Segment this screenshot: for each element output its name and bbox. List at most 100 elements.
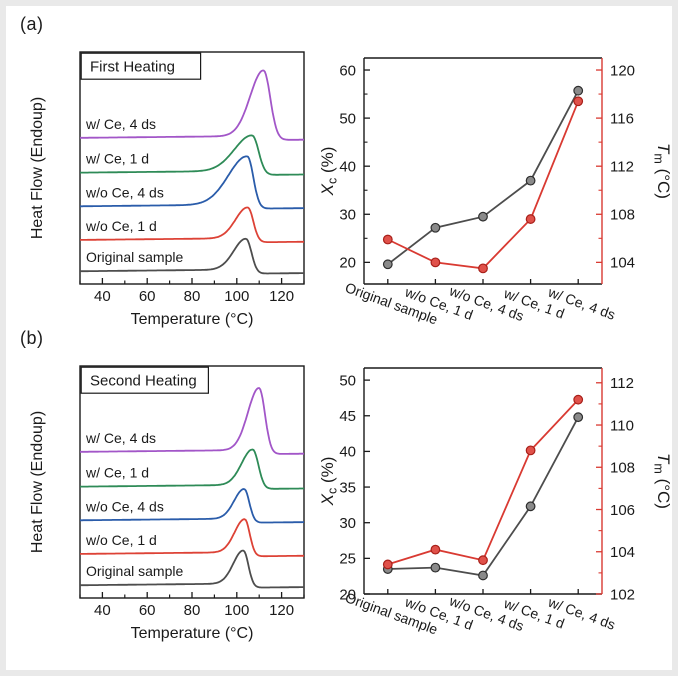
chart-title: First Heating <box>90 59 175 76</box>
data-point-left <box>525 175 536 186</box>
svg-text:Xc (%): Xc (%) <box>318 457 340 507</box>
right-tick-label: 108 <box>610 460 635 477</box>
left-tick-label: 50 <box>339 110 356 127</box>
dsc-curve-original-sample <box>80 237 304 275</box>
left-tick-label: 50 <box>339 372 356 389</box>
data-point-right <box>478 263 488 274</box>
dsc-curve-w-ce-4-ds <box>80 69 304 141</box>
left-tick-label: 30 <box>339 515 356 532</box>
xc_tm_second_heating: 20253035404550102104106108110112Original… <box>318 367 674 638</box>
data-point-right <box>525 214 536 224</box>
x-tick-label: 40 <box>94 602 111 619</box>
data-point-left <box>430 222 441 233</box>
data-point-left <box>382 259 393 270</box>
x-tick-label: 40 <box>94 288 111 305</box>
right-tick-label: 110 <box>610 417 634 434</box>
panel-a-label: (a) <box>20 14 44 34</box>
curve-label: w/ Ce, 1 d <box>85 465 149 481</box>
axis-title: Tm (°C) <box>652 453 674 509</box>
y-axis-title: Heat Flow (Endoup) <box>29 97 46 239</box>
right-tick-label: 112 <box>610 375 634 392</box>
left-tick-label: 35 <box>339 479 356 496</box>
curve-label: w/ Ce, 1 d <box>85 151 149 167</box>
curve-label: w/ Ce, 4 ds <box>85 116 156 132</box>
x-tick-label: 100 <box>224 602 249 619</box>
curve-label: w/o Ce, 4 ds <box>85 498 164 514</box>
dsc-chart-first-heating: 40 60 80 100 120 Temperature (°C) Heat Flow (E… <box>26 18 330 341</box>
dsc-curve-w-ce-4-ds <box>80 387 304 455</box>
data-point-right <box>573 394 584 405</box>
data-point-right <box>382 234 393 245</box>
dsc-curve-original-sample <box>80 549 304 589</box>
x-tick-label: 60 <box>139 602 156 619</box>
data-point-right <box>525 445 536 456</box>
svg-text:Xc (%): Xc (%) <box>318 147 340 197</box>
crystallinity-melting-chart-second-heating: 20 25 30 35 40 45 50 102 104 106 108 110 112 Original… <box>318 332 676 671</box>
dsc-curve-w-ce-1-d <box>80 134 304 176</box>
right-tick-label: 104 <box>610 544 635 561</box>
data-point-left <box>573 85 584 96</box>
left-tick-label: 40 <box>339 444 356 461</box>
series-line-left <box>387 90 579 266</box>
dsc-curve-w-ce-1-d <box>80 448 304 490</box>
right-tick-label: 108 <box>610 207 635 224</box>
chart-title-box <box>80 366 209 394</box>
data-point-left <box>478 570 488 581</box>
left-tick-label: 25 <box>339 551 356 568</box>
axis-title: Tm (°C) <box>652 143 674 199</box>
dsc-curve-w-o-ce-1-d <box>80 518 304 558</box>
svg-text:Tm (°C): Tm (°C) <box>652 143 674 199</box>
dsc-curve-w-o-ce-4-ds <box>80 488 304 524</box>
curve-label: Original sample <box>86 563 183 579</box>
data-point-right <box>430 544 441 555</box>
chart-title-box <box>80 52 202 80</box>
left-tick-label: 30 <box>339 207 356 224</box>
dsc_second_heating: 40 60 80 100 120 Temperature (°C) Heat Flow (E… <box>29 365 305 642</box>
x-tick-label: 80 <box>184 602 201 619</box>
x-tick-label: 120 <box>269 288 294 305</box>
panel-b-label: (b) <box>20 328 44 348</box>
y-axis-title: Heat Flow (Endoup) <box>29 411 46 553</box>
left-tick-label: 20 <box>339 586 356 603</box>
left-tick-label: 45 <box>339 408 356 425</box>
data-point-left <box>573 412 584 423</box>
x-tick-label: 60 <box>139 288 156 305</box>
series-line-right <box>387 399 579 566</box>
curve-label: w/ Ce, 4 ds <box>85 430 156 446</box>
data-point-right <box>573 96 584 107</box>
left-tick-label: 40 <box>339 158 356 175</box>
data-point-left <box>430 562 441 573</box>
x-axis-title: Temperature (°C) <box>131 311 254 328</box>
curve-label: w/o Ce, 4 ds <box>85 184 164 200</box>
figure-page: (a) 40 60 80 100 120 Temperature (°C) Heat Flo… <box>6 6 673 670</box>
axis-title: Xc (%) <box>318 147 340 197</box>
curve-label: Original sample <box>86 249 183 265</box>
chart-title: Second Heating <box>90 373 197 390</box>
right-tick-label: 116 <box>610 110 634 127</box>
right-tick-label: 102 <box>610 586 635 603</box>
data-point-left <box>525 501 536 512</box>
series-line-left <box>387 416 579 577</box>
left-tick-label: 20 <box>339 255 356 272</box>
data-point-right <box>430 257 441 268</box>
dsc_first_heating: 40 60 80 100 120 Temperature (°C) Heat Flow (E… <box>29 51 305 328</box>
dsc-curve-w-o-ce-4-ds <box>80 155 304 210</box>
x-tick-label: 100 <box>224 288 249 305</box>
data-point-right <box>382 559 393 570</box>
data-point-left <box>478 211 488 222</box>
right-tick-label: 112 <box>610 158 634 175</box>
x-tick-label: 80 <box>184 288 201 305</box>
svg-text:Tm (°C): Tm (°C) <box>652 453 674 509</box>
right-tick-label: 106 <box>610 502 635 519</box>
x-axis-title: Temperature (°C) <box>131 625 254 642</box>
crystallinity-melting-chart-first-heating: 20 30 40 50 60 104 108 112 116 120 Original sample… <box>318 22 676 361</box>
axis-title: Xc (%) <box>318 457 340 507</box>
curve-label: w/o Ce, 1 d <box>85 532 157 548</box>
right-tick-label: 120 <box>610 62 635 79</box>
dsc-chart-second-heating: 40 60 80 100 120 Temperature (°C) Heat Flow (E… <box>26 332 330 655</box>
svg-text:Heat Flow (Endoup): Heat Flow (Endoup) <box>29 411 46 553</box>
curve-label: w/o Ce, 1 d <box>85 218 157 234</box>
svg-text:Heat Flow (Endoup): Heat Flow (Endoup) <box>29 97 46 239</box>
dsc-curve-w-o-ce-1-d <box>80 206 304 243</box>
